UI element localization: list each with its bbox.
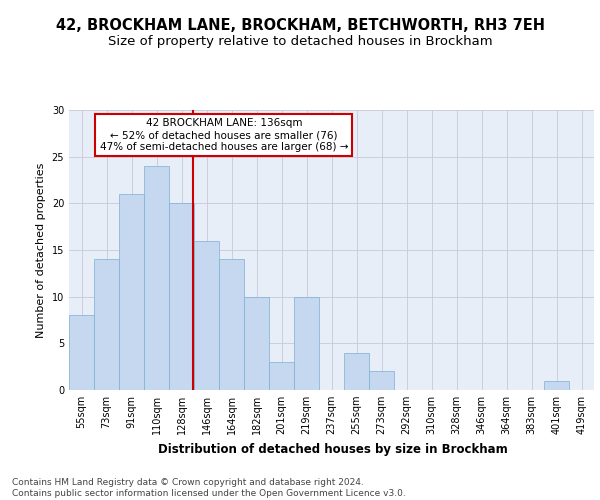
- Bar: [194, 240, 219, 390]
- Text: 42, BROCKHAM LANE, BROCKHAM, BETCHWORTH, RH3 7EH: 42, BROCKHAM LANE, BROCKHAM, BETCHWORTH,…: [56, 18, 545, 32]
- Bar: [369, 372, 394, 390]
- Bar: [94, 260, 119, 390]
- Bar: [69, 316, 94, 390]
- Bar: [344, 352, 369, 390]
- Bar: [219, 260, 244, 390]
- Bar: [244, 296, 269, 390]
- Bar: [169, 204, 194, 390]
- Y-axis label: Number of detached properties: Number of detached properties: [36, 162, 46, 338]
- Text: 42 BROCKHAM LANE: 136sqm
← 52% of detached houses are smaller (76)
47% of semi-d: 42 BROCKHAM LANE: 136sqm ← 52% of detach…: [100, 118, 348, 152]
- Text: Distribution of detached houses by size in Brockham: Distribution of detached houses by size …: [158, 442, 508, 456]
- Bar: [144, 166, 169, 390]
- Bar: [294, 296, 319, 390]
- Bar: [119, 194, 144, 390]
- Bar: [269, 362, 294, 390]
- Bar: [544, 380, 569, 390]
- Text: Contains HM Land Registry data © Crown copyright and database right 2024.
Contai: Contains HM Land Registry data © Crown c…: [12, 478, 406, 498]
- Text: Size of property relative to detached houses in Brockham: Size of property relative to detached ho…: [107, 35, 493, 48]
